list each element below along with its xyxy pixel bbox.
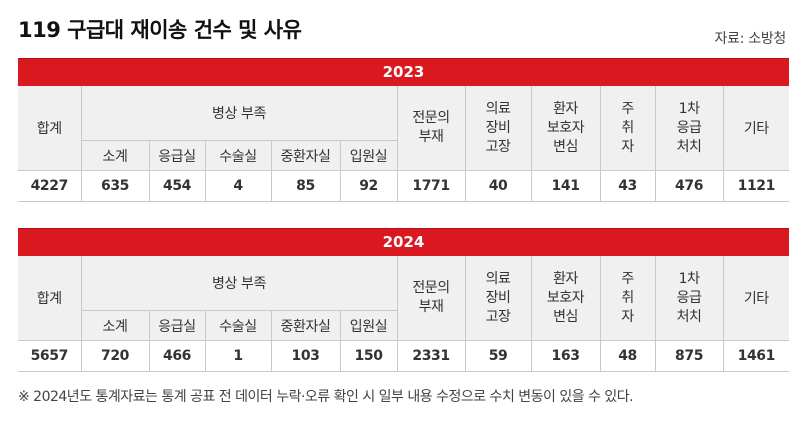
header-total: 합계 bbox=[18, 256, 82, 341]
header-bed-shortage: 병상 부족 bbox=[81, 256, 398, 311]
cell-specialist-absent: 1771 bbox=[397, 170, 466, 202]
header-operating-room: 수술실 bbox=[205, 310, 272, 341]
cell-other: 1461 bbox=[723, 340, 790, 372]
cell-total: 4227 bbox=[18, 170, 82, 202]
footnote: ※ 2024년도 통계자료는 통계 공표 전 데이터 누락·오류 확인 시 일부… bbox=[18, 389, 634, 405]
cell-icu: 103 bbox=[271, 340, 341, 372]
cell-er: 454 bbox=[149, 170, 206, 202]
header-first-aid: 1차 응급 처치 bbox=[655, 256, 724, 341]
cell-other: 1121 bbox=[723, 170, 790, 202]
cell-operating-room: 4 bbox=[205, 170, 272, 202]
page-title: 119 구급대 재이송 건수 및 사유 bbox=[18, 18, 302, 42]
cell-icu: 85 bbox=[271, 170, 341, 202]
cell-total: 5657 bbox=[18, 340, 82, 372]
cell-guardian-change: 163 bbox=[531, 340, 601, 372]
header-ward: 입원실 bbox=[340, 140, 398, 171]
cell-intoxicated: 43 bbox=[600, 170, 656, 202]
header-other: 기타 bbox=[723, 256, 790, 341]
header-er: 응급실 bbox=[149, 140, 206, 171]
cell-first-aid: 875 bbox=[655, 340, 724, 372]
cell-ward: 150 bbox=[340, 340, 398, 372]
header-equipment-failure: 의료 장비 고장 bbox=[465, 86, 532, 171]
source-label: 자료: 소방청 bbox=[714, 31, 787, 47]
cell-first-aid: 476 bbox=[655, 170, 724, 202]
header-specialist-absent: 전문의 부재 bbox=[397, 86, 466, 171]
cell-intoxicated: 48 bbox=[600, 340, 656, 372]
header-total: 합계 bbox=[18, 86, 82, 171]
cell-operating-room: 1 bbox=[205, 340, 272, 372]
header-other: 기타 bbox=[723, 86, 790, 171]
cell-subtotal: 720 bbox=[81, 340, 150, 372]
year-bar: 2023 bbox=[18, 58, 789, 86]
header-equipment-failure: 의료 장비 고장 bbox=[465, 256, 532, 341]
table-row: 4227 635 454 4 85 92 1771 40 141 43 476 … bbox=[18, 170, 790, 202]
cell-equipment-failure: 40 bbox=[465, 170, 532, 202]
header-er: 응급실 bbox=[149, 310, 206, 341]
cell-er: 466 bbox=[149, 340, 206, 372]
header-guardian-change: 환자 보호자 변심 bbox=[531, 86, 601, 171]
header-specialist-absent: 전문의 부재 bbox=[397, 256, 466, 341]
header-operating-room: 수술실 bbox=[205, 140, 272, 171]
header-bed-shortage: 병상 부족 bbox=[81, 86, 398, 141]
cell-guardian-change: 141 bbox=[531, 170, 601, 202]
cell-equipment-failure: 59 bbox=[465, 340, 532, 372]
cell-specialist-absent: 2331 bbox=[397, 340, 466, 372]
header-icu: 중환자실 bbox=[271, 310, 341, 341]
header-ward: 입원실 bbox=[340, 310, 398, 341]
table-row: 5657 720 466 1 103 150 2331 59 163 48 87… bbox=[18, 340, 790, 372]
year-bar: 2024 bbox=[18, 228, 789, 256]
cell-subtotal: 635 bbox=[81, 170, 150, 202]
header-icu: 중환자실 bbox=[271, 140, 341, 171]
header-subtotal: 소계 bbox=[81, 140, 150, 171]
header-guardian-change: 환자 보호자 변심 bbox=[531, 256, 601, 341]
cell-ward: 92 bbox=[340, 170, 398, 202]
header-first-aid: 1차 응급 처치 bbox=[655, 86, 724, 171]
header-subtotal: 소계 bbox=[81, 310, 150, 341]
